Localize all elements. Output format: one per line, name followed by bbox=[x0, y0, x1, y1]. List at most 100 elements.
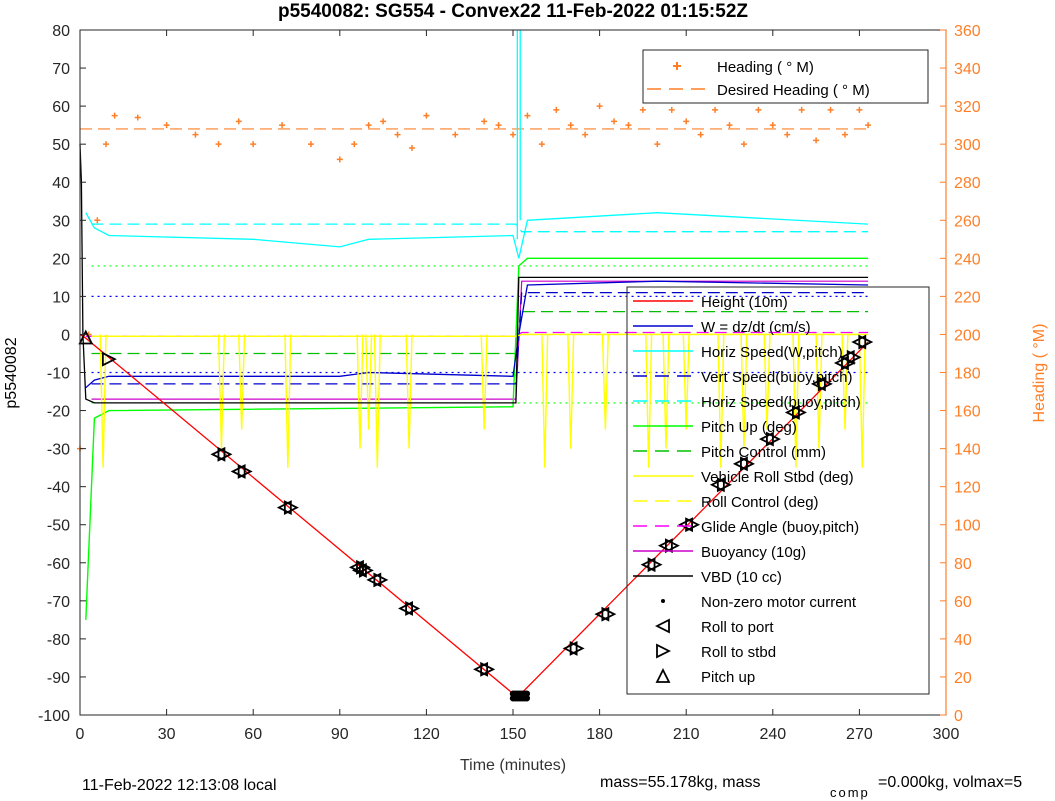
heading-point-12 bbox=[307, 141, 314, 148]
roll-stbd-pair-marker-15 bbox=[766, 431, 781, 447]
y-tick-label-9: -10 bbox=[47, 366, 70, 383]
vbd-line bbox=[79, 144, 869, 404]
heading-point-29 bbox=[596, 103, 603, 110]
heading-point-10 bbox=[250, 141, 257, 148]
x-tick-label-7: 210 bbox=[673, 726, 700, 743]
heading-point-24 bbox=[524, 112, 531, 119]
roll-stbd-pair-marker-0 bbox=[217, 446, 233, 462]
heading-point-5 bbox=[134, 114, 141, 121]
heading-point-42 bbox=[784, 131, 791, 138]
heading-point-46 bbox=[841, 131, 848, 138]
x-tick-label-8: 240 bbox=[759, 726, 786, 743]
heading-point-9 bbox=[235, 118, 242, 125]
y2-tick-label-10: 200 bbox=[954, 327, 981, 344]
y2-tick-label-13: 260 bbox=[954, 213, 981, 230]
roll-stbd-pair-marker-13 bbox=[716, 477, 732, 493]
roll-stbd-pair-marker-12 bbox=[685, 517, 701, 533]
y-tick-label-16: 60 bbox=[52, 99, 70, 116]
heading-point-41 bbox=[769, 122, 776, 129]
y2-tick-label-12: 240 bbox=[954, 251, 981, 268]
footer-timestamp: 11-Feb-2022 12:13:08 local bbox=[82, 777, 277, 794]
roll-spike-18 bbox=[792, 334, 800, 468]
heading-point-19 bbox=[423, 112, 430, 119]
roll-spike-1 bbox=[217, 334, 226, 449]
heading-point-32 bbox=[639, 106, 646, 113]
x-tick-label-6: 180 bbox=[586, 726, 613, 743]
y-tick-label-10: 0 bbox=[61, 327, 70, 344]
y-tick-label-4: -60 bbox=[47, 556, 70, 573]
legend-label-4: Horiz Speed(buoy,pitch) bbox=[701, 394, 861, 411]
heading-point-14 bbox=[351, 141, 358, 148]
y-tick-label-17: 70 bbox=[52, 61, 70, 78]
legend-label-15: Pitch up bbox=[701, 669, 755, 686]
heading-point-8 bbox=[215, 141, 222, 148]
legend-sample-13 bbox=[654, 618, 670, 634]
legend-label-11: VBD (10 cc) bbox=[701, 569, 782, 586]
legend-label-14: Roll to stbd bbox=[701, 644, 776, 661]
horiz-speed-w-line bbox=[85, 212, 869, 259]
motor-current-dot-13 bbox=[523, 695, 531, 702]
roll-spike-10 bbox=[567, 334, 575, 449]
legend-label-9: Glide Angle (buoy,pitch) bbox=[701, 519, 859, 536]
y2-tick-label-15: 300 bbox=[954, 137, 981, 154]
legend-label-10: Buoyancy (10g) bbox=[701, 544, 806, 561]
roll-spike-6 bbox=[373, 334, 381, 468]
chart-title: p5540082: SG554 - Convex22 11-Feb-2022 0… bbox=[278, 1, 748, 22]
heading-point-16 bbox=[380, 118, 387, 125]
heading-point-7 bbox=[192, 131, 199, 138]
roll-spike-16 bbox=[740, 334, 748, 449]
heading-point-36 bbox=[697, 131, 704, 138]
y2-tick-label-8: 160 bbox=[954, 404, 981, 421]
heading-point-22 bbox=[495, 122, 502, 129]
y2-tick-label-11: 220 bbox=[954, 289, 981, 306]
x-tick-label-0: 0 bbox=[76, 726, 85, 743]
y-tick-label-13: 30 bbox=[52, 213, 70, 230]
y-tick-label-12: 20 bbox=[52, 251, 70, 268]
heading-point-4 bbox=[111, 112, 118, 119]
y-tick-label-1: -90 bbox=[47, 670, 70, 687]
x-tick-label-4: 120 bbox=[413, 726, 440, 743]
roll-spike-21 bbox=[858, 334, 866, 468]
y2-tick-label-18: 360 bbox=[954, 23, 981, 40]
roll-spike-9 bbox=[541, 334, 549, 468]
roll-spike-13 bbox=[662, 334, 670, 449]
heading-point-48 bbox=[865, 122, 872, 129]
heading-point-11 bbox=[279, 122, 286, 129]
x-tick-label-3: 90 bbox=[331, 726, 349, 743]
legend-label-12: Non-zero motor current bbox=[701, 594, 857, 611]
y2-tick-label-5: 100 bbox=[954, 518, 981, 535]
heading-point-3 bbox=[102, 141, 109, 148]
roll-stbd-marker-0 bbox=[101, 351, 117, 367]
pitch-control-line bbox=[91, 310, 869, 355]
y-tick-label-15: 50 bbox=[52, 137, 70, 154]
x-tick-label-9: 270 bbox=[846, 726, 873, 743]
roll-spike-19 bbox=[815, 334, 823, 449]
heading-legend-sample-0 bbox=[673, 62, 681, 70]
legend-sample-15 bbox=[655, 667, 671, 683]
roll-stbd-pair-marker-6 bbox=[405, 600, 421, 616]
legend-label-5: Pitch Up (deg) bbox=[701, 419, 797, 436]
roll-stbd-pair-marker-11 bbox=[664, 538, 680, 554]
heading-point-39 bbox=[740, 141, 747, 148]
heading-point-25 bbox=[538, 141, 545, 148]
roll-spike-3 bbox=[284, 334, 292, 468]
roll-stbd-pair-marker-2 bbox=[283, 500, 299, 516]
heading-point-6 bbox=[163, 122, 170, 129]
footer-mass: mass=55.178kg, mass bbox=[600, 774, 761, 791]
x-tick-label-1: 30 bbox=[158, 726, 176, 743]
heading-point-13 bbox=[336, 156, 343, 163]
roll-spike-17 bbox=[763, 334, 771, 430]
footer-mass-subscript: comp bbox=[830, 785, 870, 800]
heading-point-43 bbox=[798, 106, 805, 113]
legend-sample-14 bbox=[656, 643, 672, 659]
y2-tick-label-1: 20 bbox=[954, 670, 972, 687]
x-tick-label-2: 60 bbox=[244, 726, 262, 743]
pitch-up-marker-0 bbox=[78, 329, 94, 345]
roll-stbd-pair-marker-9 bbox=[601, 606, 617, 622]
roll-stbd-pair-marker-10 bbox=[647, 557, 663, 573]
legend: Heading ( ° M) Desired Heading ( ° M) Heig… bbox=[626, 49, 930, 695]
roll-stbd-pair-marker-8 bbox=[569, 640, 585, 656]
roll-stbd-pair-marker-16 bbox=[791, 405, 807, 420]
